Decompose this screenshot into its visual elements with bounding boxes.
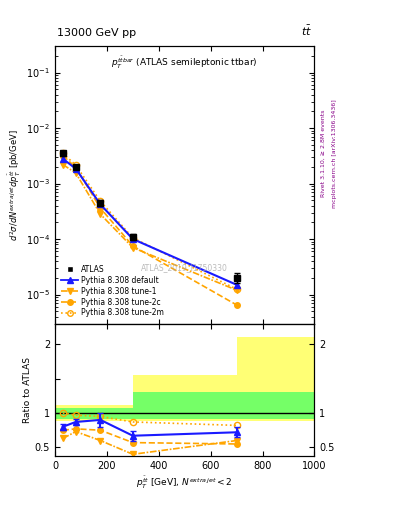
Text: 13000 GeV pp: 13000 GeV pp — [57, 28, 136, 38]
Text: $t\bar{t}$: $t\bar{t}$ — [301, 24, 312, 38]
Text: ATLAS_2019_I1750330: ATLAS_2019_I1750330 — [141, 264, 228, 272]
X-axis label: $p_T^{\bar{t}t}$ [GeV], $N^{extra\,jet} < 2$: $p_T^{\bar{t}t}$ [GeV], $N^{extra\,jet} … — [136, 475, 233, 491]
Text: $p_T^{t\bar{t}bar}$ (ATLAS semileptonic ttbar): $p_T^{t\bar{t}bar}$ (ATLAS semileptonic … — [112, 54, 258, 71]
Text: Rivet 3.1.10, ≥ 2.8M events: Rivet 3.1.10, ≥ 2.8M events — [320, 110, 325, 197]
Legend: ATLAS, Pythia 8.308 default, Pythia 8.308 tune-1, Pythia 8.308 tune-2c, Pythia 8: ATLAS, Pythia 8.308 default, Pythia 8.30… — [59, 263, 166, 319]
Y-axis label: $d^2\sigma / d N^{extra\,jet} d p_T^{\bar{t}t}$ [pb/GeV]: $d^2\sigma / d N^{extra\,jet} d p_T^{\ba… — [7, 129, 23, 241]
Text: mcplots.cern.ch [arXiv:1306.3436]: mcplots.cern.ch [arXiv:1306.3436] — [332, 99, 337, 208]
Y-axis label: Ratio to ATLAS: Ratio to ATLAS — [23, 357, 32, 422]
